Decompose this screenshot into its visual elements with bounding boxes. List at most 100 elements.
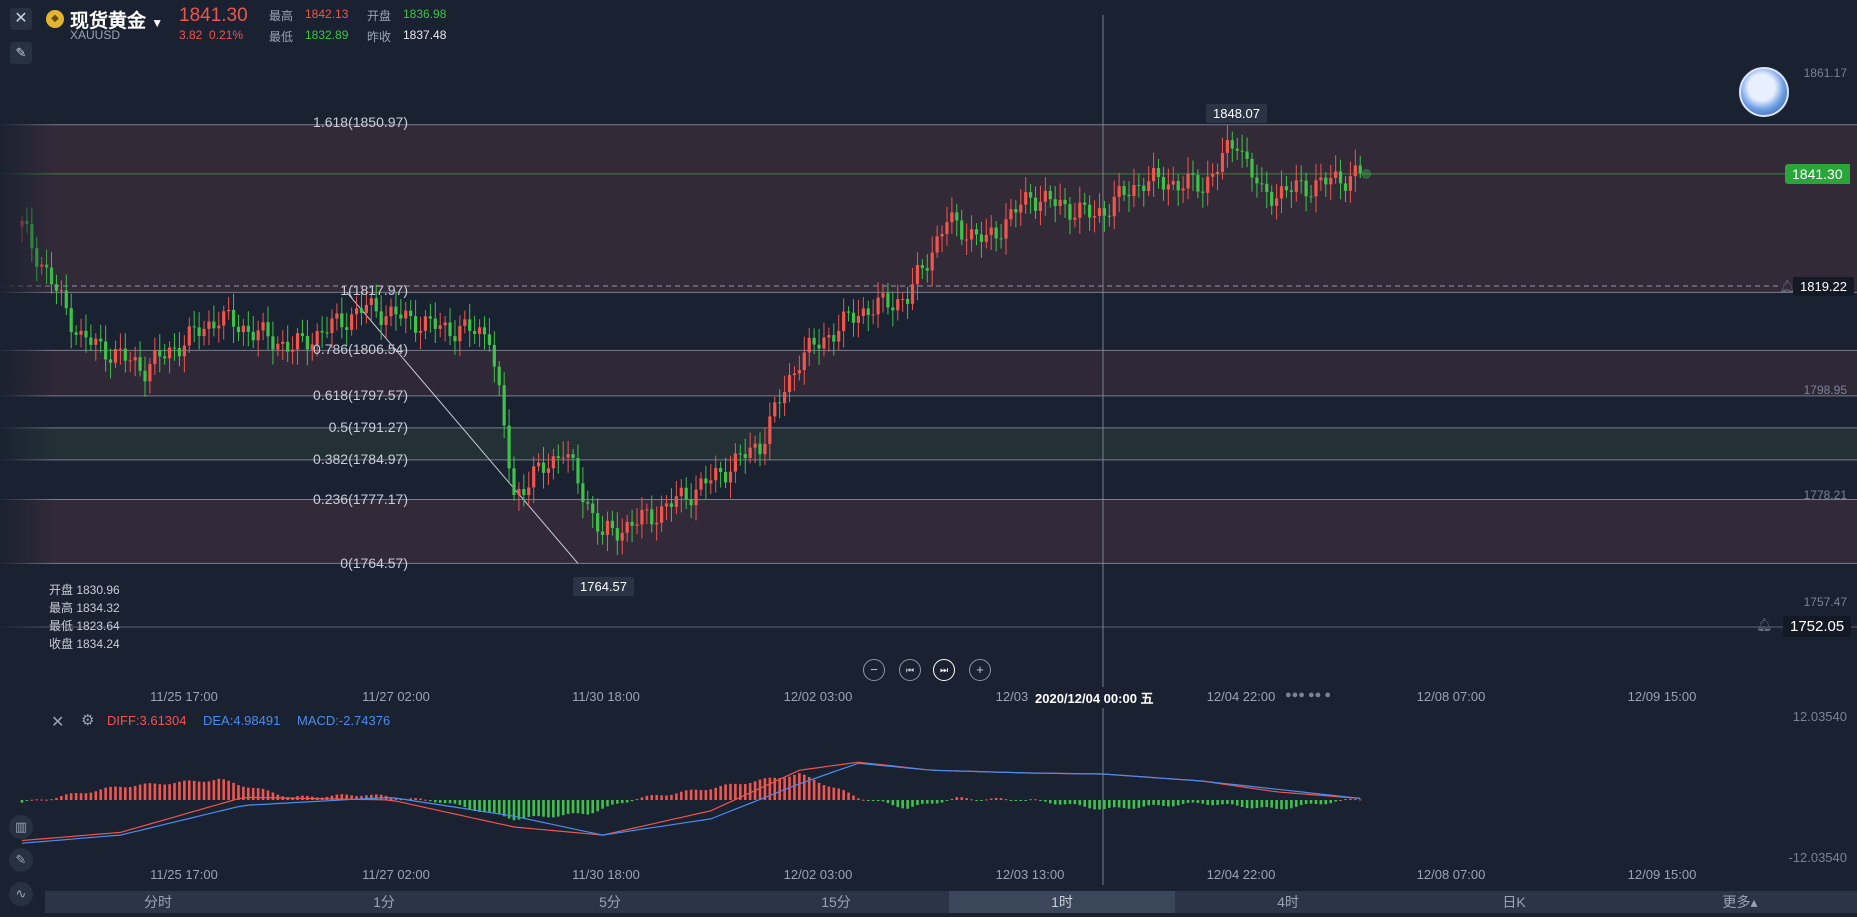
tab-timeshare[interactable]: 分时	[144, 894, 172, 910]
macd-bar	[419, 798, 422, 800]
macd-bar	[247, 787, 250, 800]
candle	[1230, 140, 1234, 149]
candle	[1206, 176, 1210, 193]
avatar[interactable]	[1739, 67, 1789, 117]
candle	[797, 370, 801, 374]
macd-bar	[556, 800, 560, 817]
macd-bar	[783, 777, 786, 800]
bell-icon[interactable]: 🔔︎	[1756, 617, 1773, 632]
macd-dea-line	[21, 762, 1361, 844]
macd-bar	[1088, 800, 1091, 809]
candle	[177, 347, 182, 357]
candle	[861, 308, 865, 316]
scroll-latest-button[interactable]: ⏭	[933, 659, 955, 681]
current-price-badge: 1841.30	[1785, 164, 1850, 184]
macd-bar	[1275, 800, 1278, 809]
macd-bar	[242, 786, 245, 800]
tab-daily[interactable]: 日K	[1502, 894, 1526, 910]
candle	[1171, 181, 1175, 185]
more-indicator-icon[interactable]: ●●● ●● ●	[1285, 689, 1331, 701]
macd-bar	[138, 784, 142, 800]
macd-bar	[1314, 800, 1318, 804]
time-axis-label: 12/02 03:00	[783, 867, 853, 882]
candle	[787, 375, 792, 393]
macd-bar	[596, 800, 599, 812]
candle	[222, 311, 226, 326]
candle	[866, 308, 870, 315]
candle	[281, 341, 285, 344]
tab-15m[interactable]: 15分	[821, 894, 851, 910]
candle	[1127, 194, 1131, 197]
macd-bar	[606, 800, 609, 807]
tab-more[interactable]: 更多▴	[1722, 894, 1758, 910]
candle	[605, 520, 610, 535]
tab-1m[interactable]: 1分	[373, 894, 395, 910]
macd-bar	[1226, 800, 1229, 804]
left-fade	[0, 60, 55, 640]
tab-1h[interactable]: 1时	[949, 891, 1175, 913]
macd-bar	[1265, 800, 1269, 808]
trough-price-tag: 1764.57	[573, 577, 634, 596]
macd-bar	[424, 799, 427, 801]
macd-bar	[512, 800, 516, 821]
chevron-down-icon[interactable]: ▼	[151, 16, 164, 30]
indicator-icon[interactable]: ∿	[9, 882, 33, 906]
macd-bar	[271, 792, 275, 800]
scroll-start-button[interactable]: ⏮	[899, 659, 921, 681]
macd-bar	[1137, 800, 1141, 808]
candle	[1137, 184, 1141, 186]
candle	[1038, 201, 1043, 211]
tab-4h[interactable]: 4时	[1277, 894, 1299, 910]
macd-bar	[945, 800, 949, 801]
candle	[138, 357, 142, 371]
zoom-out-button[interactable]: −	[863, 659, 885, 681]
candle-style-icon[interactable]: ▥	[9, 815, 33, 839]
candle	[492, 344, 496, 367]
candle	[1043, 190, 1047, 202]
fib-label: 0.236(1777.17)	[313, 491, 408, 507]
macd-bar	[930, 800, 934, 804]
candle	[256, 330, 260, 341]
bell-icon[interactable]: 🔔︎	[1779, 279, 1796, 294]
candle	[1348, 176, 1352, 191]
macd-bar	[802, 774, 806, 800]
macd-bar	[350, 795, 353, 800]
candle	[768, 416, 772, 444]
zoom-in-button[interactable]: +	[969, 659, 991, 681]
candle	[1033, 197, 1038, 211]
tab-5m[interactable]: 5分	[599, 894, 621, 910]
macd-bar	[1339, 799, 1342, 801]
pencil-icon[interactable]: ✎	[9, 848, 33, 872]
macd-bar	[35, 799, 39, 801]
macd-bar	[748, 782, 752, 800]
candle	[399, 314, 403, 319]
candle	[246, 325, 250, 332]
alert-price-badge[interactable]: 1819.22	[1793, 277, 1854, 296]
candle	[453, 336, 457, 342]
macd-bar	[1103, 800, 1106, 810]
candle	[1338, 171, 1343, 184]
close-icon[interactable]: ✕	[51, 714, 65, 731]
candle	[443, 322, 447, 326]
macd-bar	[237, 785, 240, 800]
candle	[1078, 202, 1082, 218]
candle	[502, 385, 506, 426]
macd-bar	[571, 800, 575, 814]
prev-close-value: 1837.48	[403, 28, 447, 42]
draw-tool-icon[interactable]: ✎	[10, 42, 32, 64]
live-price-dot	[1361, 168, 1372, 179]
macd-bar	[335, 794, 339, 800]
alert-price-badge[interactable]: 1752.05	[1783, 616, 1852, 637]
candle	[1314, 180, 1318, 197]
candle	[674, 496, 678, 507]
macd-bar	[389, 797, 393, 800]
candle	[1166, 184, 1170, 190]
candle	[354, 308, 359, 315]
instrument-name[interactable]: 现货黄金 ▼	[70, 11, 164, 32]
close-icon[interactable]: ✕	[10, 8, 32, 30]
macd-bar	[355, 796, 358, 800]
settings-icon[interactable]: ⚙	[81, 712, 95, 729]
candle	[1191, 173, 1195, 175]
